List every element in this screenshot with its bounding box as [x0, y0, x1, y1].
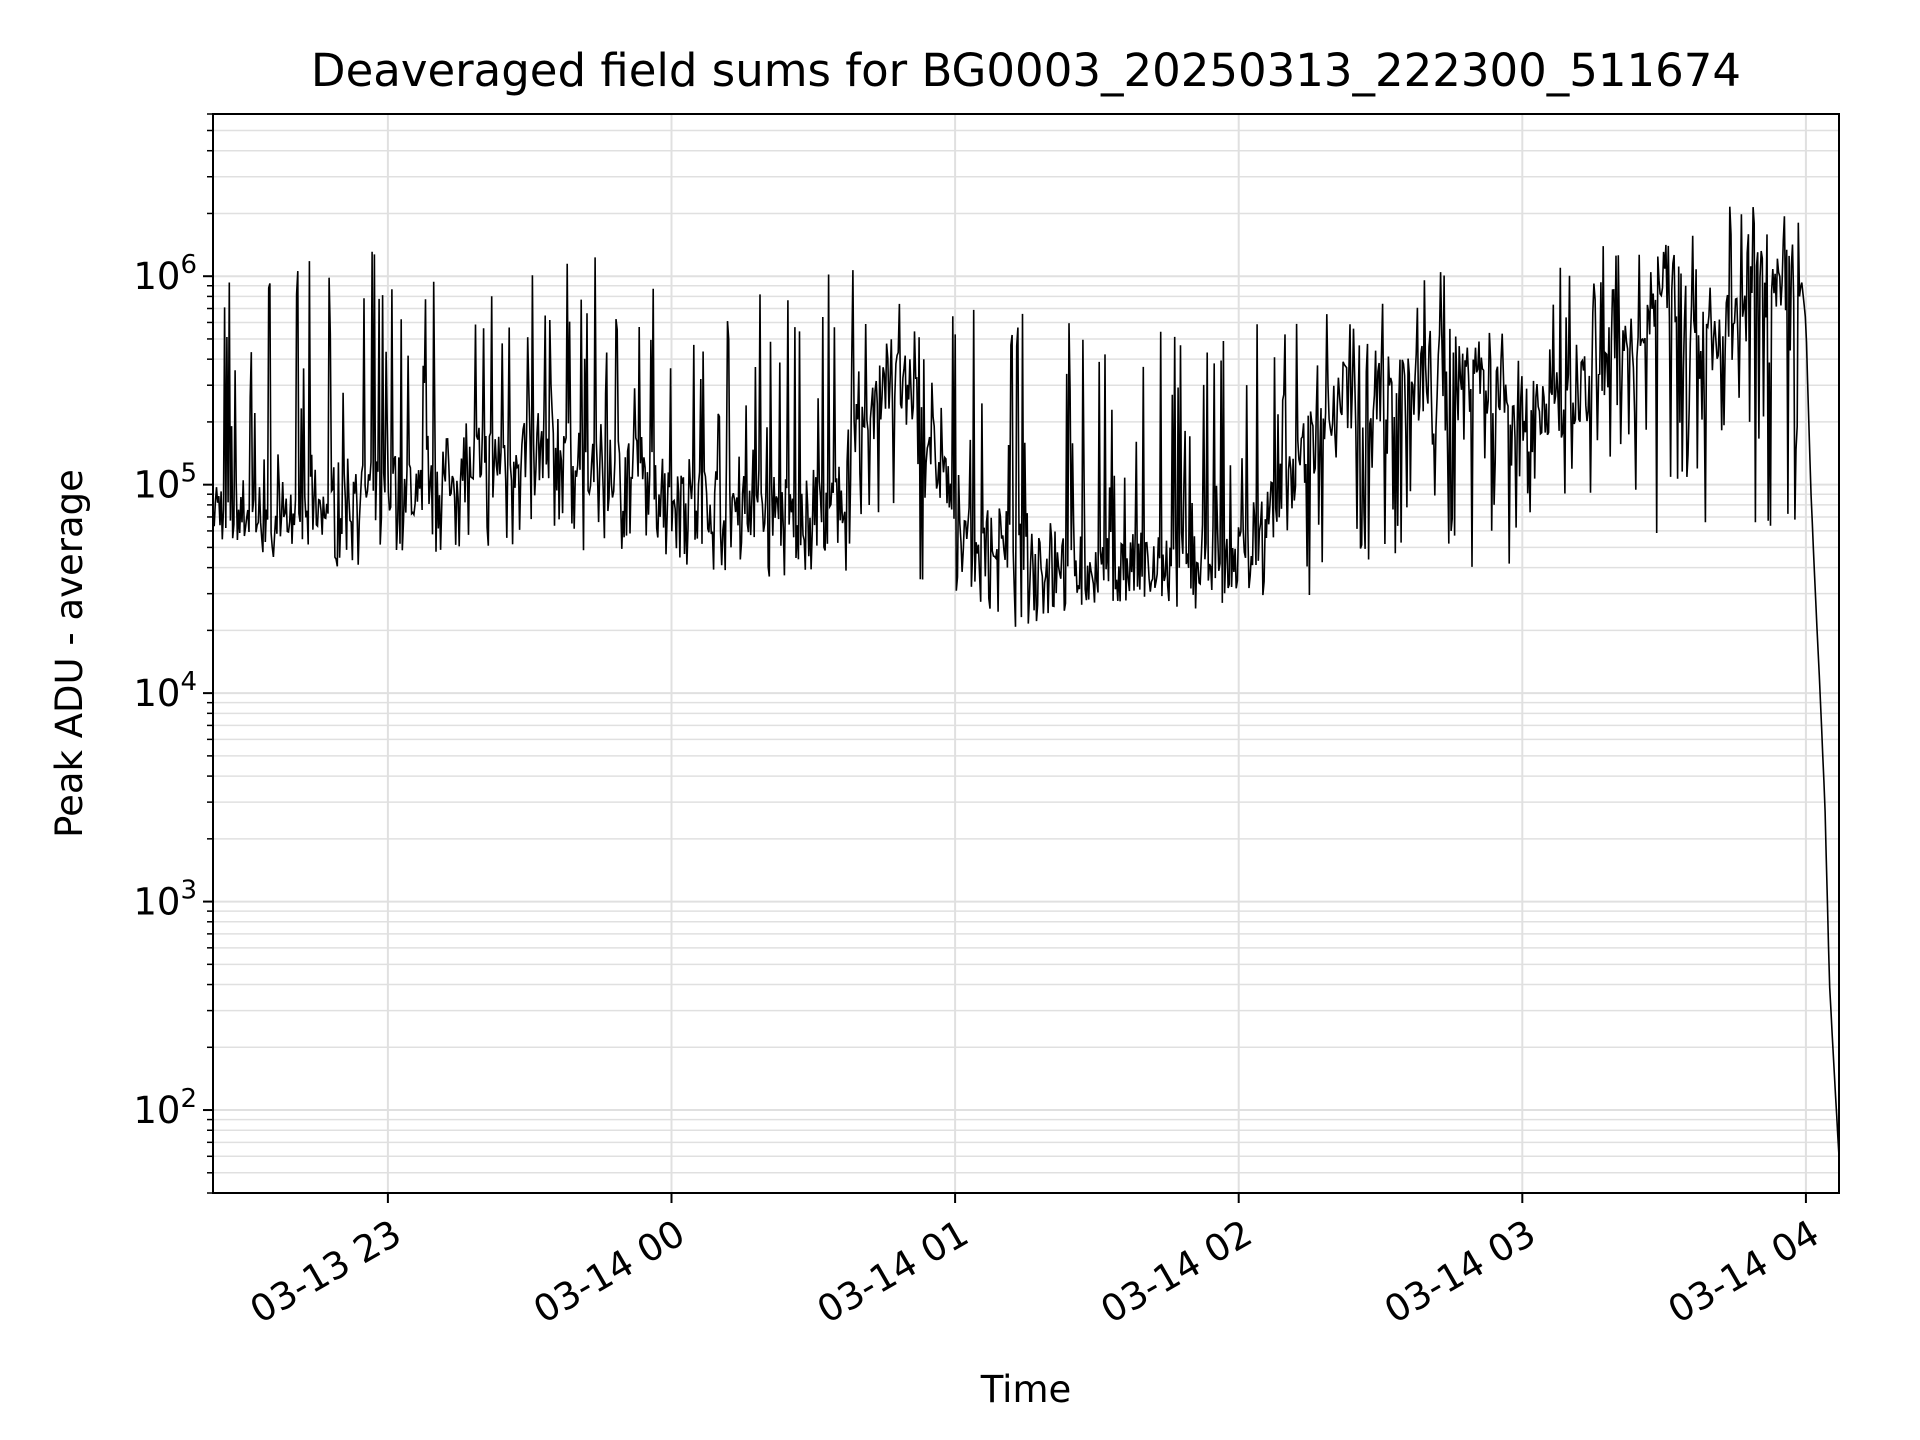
y-axis-label: Peak ADU - average	[48, 469, 91, 838]
x-tick-label: 03-14 01	[810, 1212, 976, 1332]
y-tick-label: 104	[133, 667, 197, 715]
y-tick-label: 102	[133, 1084, 197, 1132]
x-tick-label: 03-14 00	[526, 1212, 692, 1332]
x-tick-label: 03-14 03	[1377, 1212, 1543, 1332]
series-line	[212, 206, 1840, 1157]
y-tick-label: 103	[133, 876, 197, 924]
y-ticks: 102 103 104 105 106	[133, 113, 213, 1194]
x-ticks: 03-13 23 03-14 00 03-14 01 03-14 02 03-14 03…	[243, 1193, 1827, 1332]
chart-title: Deaveraged field sums for BG0003_2025031…	[311, 44, 1741, 97]
plot-frame	[212, 113, 1840, 1194]
x-axis-label: Time	[980, 1368, 1072, 1411]
x-tick-label: 03-14 02	[1094, 1212, 1260, 1332]
grid	[213, 113, 1839, 1194]
x-tick-label: 03-14 04	[1661, 1212, 1827, 1332]
y-tick-label: 105	[133, 459, 197, 507]
x-tick-label: 03-13 23	[243, 1212, 409, 1332]
y-tick-label: 106	[133, 250, 197, 298]
